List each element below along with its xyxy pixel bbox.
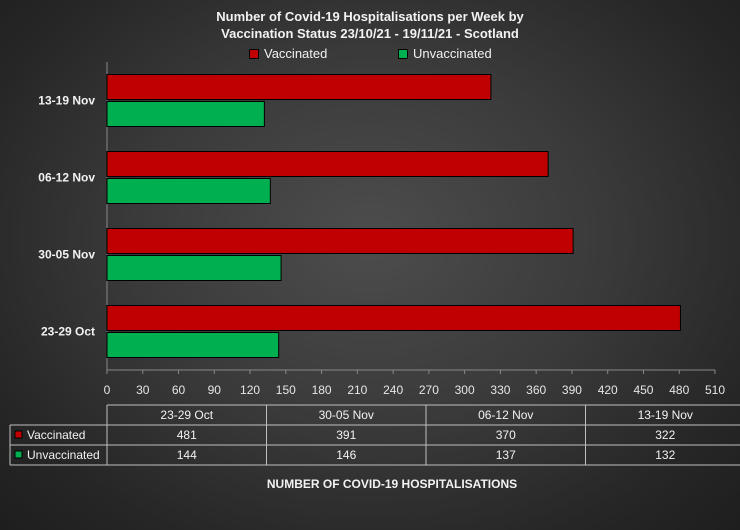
legend-swatch-unvaccinated bbox=[398, 48, 408, 59]
chart-title: Number of Covid-19 Hospitalisations per … bbox=[0, 8, 740, 42]
x-tick-label: 150 bbox=[276, 383, 296, 397]
bar-vaccinated-23-29-oct bbox=[106, 305, 681, 331]
table-header-06-12-nov: 06-12 Nov bbox=[478, 408, 533, 422]
y-tick-label-13-19-nov: 13-19 Nov bbox=[38, 94, 95, 108]
chart-title-line-2: Vaccination Status 23/10/21 - 19/11/21 -… bbox=[221, 26, 519, 41]
bar-unvaccinated-23-29-oct bbox=[106, 332, 280, 358]
y-tick-label-06-12-nov: 06-12 Nov bbox=[38, 171, 95, 185]
bar-unvaccinated-13-19-nov bbox=[106, 101, 265, 127]
x-tick-label: 300 bbox=[455, 383, 475, 397]
x-tick-label: 180 bbox=[312, 383, 332, 397]
table-header-13-19-nov: 13-19 Nov bbox=[638, 408, 693, 422]
x-tick-label: 480 bbox=[669, 383, 689, 397]
table-cell-vaccinated-23-29-oct: 481 bbox=[177, 428, 197, 442]
table-cell-vaccinated-13-19-nov: 322 bbox=[655, 428, 675, 442]
table-cell-vaccinated-06-12-nov: 370 bbox=[496, 428, 516, 442]
legend-label-unvaccinated: Unvaccinated bbox=[413, 46, 492, 61]
bar-vaccinated-13-19-nov bbox=[106, 74, 492, 100]
table-row-label-vaccinated: Vaccinated bbox=[27, 428, 85, 442]
bar-vaccinated-06-12-nov bbox=[106, 151, 549, 177]
table-cell-unvaccinated-30-05-nov: 146 bbox=[336, 448, 356, 462]
x-tick-label: 330 bbox=[490, 383, 510, 397]
bar-vaccinated-30-05-nov bbox=[106, 228, 574, 254]
table-header-30-05-nov: 30-05 Nov bbox=[319, 408, 374, 422]
x-tick-label: 210 bbox=[347, 383, 367, 397]
legend-item-vaccinated: Vaccinated bbox=[249, 46, 327, 61]
table-row-label-unvaccinated: Unvaccinated bbox=[27, 448, 100, 462]
x-tick-label: 90 bbox=[208, 383, 222, 397]
bar-unvaccinated-06-12-nov bbox=[106, 178, 271, 204]
x-tick-label: 240 bbox=[383, 383, 403, 397]
x-tick-label: 420 bbox=[598, 383, 618, 397]
table-cell-vaccinated-30-05-nov: 391 bbox=[336, 428, 356, 442]
table-cell-unvaccinated-13-19-nov: 132 bbox=[655, 448, 675, 462]
x-tick-label: 360 bbox=[526, 383, 546, 397]
table-cell-unvaccinated-23-29-oct: 144 bbox=[177, 448, 197, 462]
bar-unvaccinated-30-05-nov bbox=[106, 255, 282, 281]
table-header-23-29-oct: 23-29 Oct bbox=[160, 408, 213, 422]
x-tick-label: 510 bbox=[705, 383, 725, 397]
chart-title-line-1: Number of Covid-19 Hospitalisations per … bbox=[216, 9, 524, 24]
x-tick-label: 120 bbox=[240, 383, 260, 397]
x-tick-label: 270 bbox=[419, 383, 439, 397]
legend-label-vaccinated: Vaccinated bbox=[264, 46, 328, 61]
x-tick-label: 390 bbox=[562, 383, 582, 397]
table-cell-unvaccinated-06-12-nov: 137 bbox=[496, 448, 516, 462]
x-tick-label: 450 bbox=[633, 383, 653, 397]
y-tick-label-30-05-nov: 30-05 Nov bbox=[38, 248, 95, 262]
x-tick-label: 60 bbox=[172, 383, 186, 397]
legend-item-unvaccinated: Unvaccinated bbox=[398, 46, 492, 61]
y-tick-label-23-29-oct: 23-29 Oct bbox=[41, 325, 95, 339]
table-legend-key-unvaccinated bbox=[14, 450, 23, 459]
legend-swatch-vaccinated bbox=[249, 48, 259, 59]
x-tick-label: 0 bbox=[104, 383, 111, 397]
x-tick-label: 30 bbox=[136, 383, 150, 397]
x-axis-title: NUMBER OF COVID-19 HOSPITALISATIONS bbox=[266, 477, 518, 491]
table-legend-key-vaccinated bbox=[14, 430, 23, 439]
